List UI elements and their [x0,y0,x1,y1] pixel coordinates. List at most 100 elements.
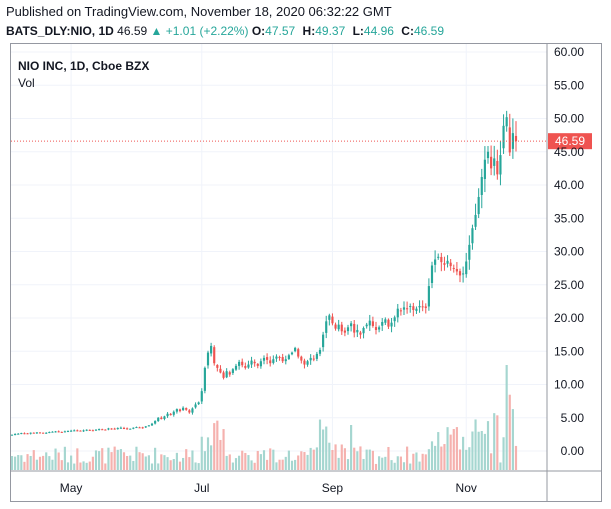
candle [94,429,98,431]
candle [368,314,371,331]
candle [241,358,244,368]
candle [98,428,101,431]
volume-bar [122,452,126,470]
volume-bar [371,450,374,470]
candle [359,330,362,339]
volume-bar [424,454,427,470]
open-label: O: [251,24,266,38]
volume-bar [359,446,362,470]
volume-bar [10,456,14,470]
volume-bar [228,454,231,470]
candle [325,315,328,339]
volume-bar [82,461,85,470]
volume-bar [480,430,483,470]
candle [315,351,318,362]
candle [197,401,200,406]
volume-bar [340,444,343,470]
candle [343,327,346,337]
candle [48,431,51,434]
candle [312,355,315,362]
candle [32,432,35,434]
volume-bar [312,449,315,470]
volume-bar [157,463,160,470]
volume-bar [222,429,225,470]
volume-bar [396,456,399,470]
candle [284,355,287,365]
volume-bar [511,409,514,470]
volume-bar [175,452,178,470]
volume-bar [244,452,247,470]
volume-bar [160,454,163,470]
candle [231,368,234,375]
candle [374,321,378,335]
candle [51,431,54,433]
volume-bar [328,442,331,470]
volume-bar [234,458,238,470]
volume-bar [88,461,91,470]
volume-bar [135,446,138,470]
volume-bar [20,455,23,470]
candle [440,252,443,272]
candle [306,359,309,367]
candle [147,425,150,427]
symbol-header: BATS_DLY:NIO, 1D 46.59 ▲ +1.01 (+2.22%) … [6,24,448,38]
candle [452,264,455,273]
y-tick-label: 20.00 [554,311,584,325]
candle [82,429,85,432]
volume-bar [284,456,287,470]
volume-bar [406,446,409,470]
volume-bar [150,463,154,470]
volume-bar [188,457,191,470]
volume-bar [275,462,278,470]
candle [371,316,374,328]
volume-bar [163,455,166,470]
candle [514,121,518,152]
candle [132,427,135,430]
candle [275,354,278,362]
volume-bar [287,450,290,470]
symbol-name: BATS_DLY:NIO, 1D [6,24,114,38]
candle [191,407,194,415]
volume-bar [94,450,98,470]
volume-bar [216,420,219,470]
candle [505,110,508,132]
candle [79,430,82,432]
candle [244,362,247,370]
candle [107,427,110,431]
candle [76,429,79,432]
volume-bar [178,461,182,470]
candle [474,203,477,231]
candle [297,347,300,359]
volume-bar [514,445,518,470]
high-value: 49.37 [315,24,346,38]
volume-bar [147,455,150,470]
volume-bar [368,449,371,470]
candle [287,353,290,361]
time-axis: May Jul Sep Nov [60,481,477,495]
candle [278,355,281,361]
candle [182,406,185,412]
candle [424,303,427,314]
candle [85,429,88,432]
volume-bar [166,457,169,470]
volume-bar [499,462,502,470]
volume-bar [76,448,79,470]
candle [455,262,458,276]
candle [203,366,206,394]
candle [303,358,306,369]
volume-bar [390,460,393,470]
candle [14,433,17,436]
candle [337,319,340,332]
candle [163,415,166,421]
candle [309,354,312,365]
volume-bar [502,437,505,470]
volume-bar [384,456,387,470]
candle [462,266,465,283]
candle [66,430,70,433]
volume-bar [415,452,418,470]
candle [160,416,163,420]
candle [216,364,219,372]
volume-bar [42,455,45,470]
candle [399,307,402,316]
